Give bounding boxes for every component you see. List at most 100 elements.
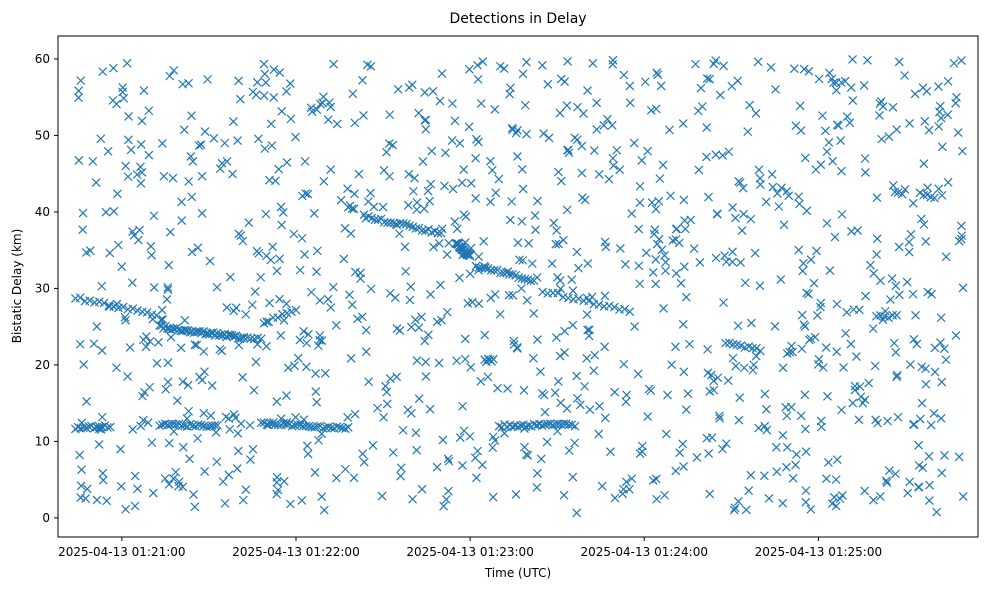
data-point-581: [836, 78, 846, 87]
data-point-5: [572, 508, 582, 518]
data-point-190: [186, 151, 196, 161]
data-point-643: [417, 312, 426, 322]
data-point-758: [495, 309, 505, 319]
data-point-1006: [493, 383, 502, 393]
data-point-992: [303, 189, 313, 199]
data-point-155: [197, 171, 207, 181]
data-point-1351: [538, 287, 548, 297]
data-point-211: [589, 146, 599, 156]
data-point-381: [837, 209, 847, 219]
data-point-70: [326, 102, 336, 112]
data-point-831: [425, 196, 435, 206]
data-point-932: [904, 247, 914, 257]
data-point-300: [956, 221, 966, 231]
data-point-1051: [702, 433, 712, 443]
data-point-469: [509, 336, 519, 346]
data-point-183: [295, 335, 305, 345]
data-point-215: [892, 372, 902, 382]
data-point-327: [659, 304, 669, 313]
data-point-80: [723, 376, 733, 385]
data-point-1053: [868, 495, 878, 505]
data-point-1045: [163, 358, 173, 368]
data-point-277: [121, 504, 131, 514]
data-point-900: [570, 438, 580, 448]
data-point-17: [235, 94, 245, 104]
data-point-694: [671, 342, 680, 352]
data-point-61: [94, 439, 104, 449]
data-point-895: [724, 147, 734, 157]
data-point-1011: [425, 404, 435, 414]
data-point-781: [914, 460, 924, 470]
data-point-1213: [256, 418, 266, 428]
data-point-1131: [180, 325, 189, 335]
data-point-717: [505, 215, 515, 225]
data-point-174: [851, 352, 861, 361]
data-point-1334: [480, 263, 490, 272]
data-point-996: [754, 423, 764, 433]
data-point-1058: [486, 293, 496, 303]
data-point-550: [883, 416, 892, 426]
data-point-14: [791, 460, 801, 470]
data-point-252: [187, 111, 196, 121]
data-point-978: [164, 438, 174, 448]
data-point-221: [143, 418, 153, 428]
data-point-319: [152, 358, 162, 368]
data-point-367: [128, 424, 138, 434]
data-point-90: [378, 202, 388, 212]
data-point-519: [733, 497, 743, 506]
data-point-358: [187, 247, 197, 257]
data-point-808: [91, 178, 101, 187]
data-point-204: [619, 359, 629, 369]
data-point-884: [848, 96, 858, 106]
data-point-702: [922, 86, 932, 96]
data-point-337: [246, 455, 255, 464]
data-point-1078: [488, 443, 498, 453]
data-point-784: [553, 426, 562, 436]
data-point-1086: [711, 150, 721, 160]
data-point-570: [655, 174, 665, 184]
data-point-248: [621, 477, 631, 487]
data-point-134: [168, 173, 178, 183]
data-point-68: [521, 450, 531, 459]
data-point-272: [323, 115, 333, 125]
data-point-484: [627, 474, 637, 484]
data-point-355: [187, 192, 197, 202]
data-point-1233: [312, 421, 322, 431]
data-point-177: [485, 156, 495, 166]
data-point-501: [98, 475, 108, 485]
data-point-882: [512, 342, 522, 352]
data-point-1263: [543, 419, 552, 429]
data-point-487: [211, 428, 221, 437]
data-point-1191: [155, 421, 165, 431]
data-point-323: [600, 413, 610, 423]
data-point-210: [589, 366, 599, 376]
data-point-951: [171, 467, 181, 477]
data-point-671: [241, 485, 251, 495]
data-point-438: [646, 105, 656, 115]
data-point-349: [353, 314, 362, 324]
y-tick-label-0: 0: [42, 511, 50, 525]
data-point-236: [532, 335, 542, 344]
data-point-262: [412, 356, 422, 365]
data-point-881: [420, 336, 430, 346]
data-point-520: [178, 79, 188, 89]
data-point-743: [555, 351, 565, 361]
data-point-452: [746, 470, 756, 480]
data-point-485: [442, 307, 452, 317]
data-point-1014: [776, 275, 786, 284]
data-point-213: [601, 242, 611, 252]
data-point-1034: [74, 156, 84, 165]
data-point-1280: [373, 215, 383, 225]
data-point-293: [455, 273, 464, 283]
data-point-796: [310, 468, 320, 477]
data-point-573: [705, 74, 715, 84]
data-point-664: [624, 484, 634, 494]
data-point-1001: [377, 491, 387, 501]
data-point-289: [888, 181, 898, 190]
data-point-732: [744, 486, 754, 496]
data-point-1050: [542, 437, 552, 447]
data-point-6: [179, 125, 189, 135]
data-point-1083: [478, 57, 488, 66]
data-point-828: [238, 372, 248, 382]
data-point-1265: [548, 420, 558, 430]
